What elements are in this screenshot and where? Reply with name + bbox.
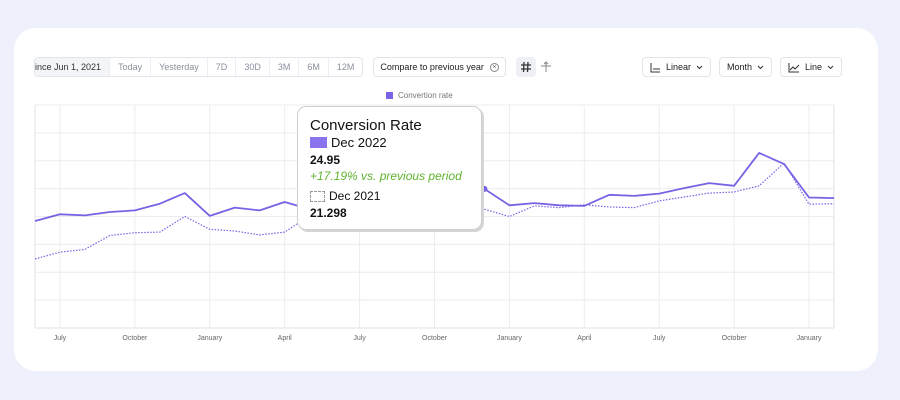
period-7d-button[interactable]: 7D [208,58,237,76]
period-3m-button[interactable]: 3M [270,58,300,76]
series-line-current [34,152,835,222]
crosshair-toggle-button[interactable] [536,57,556,77]
current-series-swatch [310,137,327,148]
x-tick-label: January [197,335,222,342]
tooltip-previous-value: 21.298 [310,206,347,220]
legend-swatch [386,92,393,99]
chevron-down-icon [827,65,834,69]
tooltip-comparison: +17.19% vs. previous period [310,169,462,183]
x-tick-label: October [422,335,448,342]
previous-series-swatch [310,190,325,202]
period-12m-button[interactable]: 12M [336,62,355,72]
tooltip-previous-period: Dec 2021 [329,189,381,203]
period-30d-button[interactable]: 30D [236,58,270,76]
grid-toggle-button[interactable] [515,57,536,77]
chart-type-label: Line [804,62,822,72]
tooltip-current-period: Dec 2022 [331,135,387,150]
x-tick-label: April [577,335,591,342]
chart-type-dropdown[interactable]: Line [779,57,842,77]
x-tick-label: April [278,335,292,342]
legend-label: Convertion rate [398,91,453,100]
clear-compare-icon[interactable]: × [489,62,499,72]
scale-label: Linear [665,62,691,72]
compare-label: Compare to previous year [380,62,484,72]
chart-legend[interactable]: Convertion rate [386,91,453,100]
highlight-point [481,185,488,192]
x-tick-label: January [497,335,522,342]
period-today-button[interactable]: Today [110,58,152,76]
line-chart-icon [788,62,800,72]
x-tick-label: July [54,335,67,342]
compare-button[interactable]: Compare to previous year × [373,57,506,77]
x-tick-label: January [797,335,822,342]
x-tick-label: October [122,335,148,342]
interval-label: Month [726,62,752,72]
interval-dropdown[interactable]: Month [718,57,772,77]
date-range-button[interactable]: ince Jun 1, 2021 [35,58,111,76]
chart-options: Linear Month Line [641,57,842,77]
tooltip-current-row: Dec 2022 [310,135,469,150]
hash-icon [520,61,531,73]
chart-tooltip: Conversion Rate Dec 2022 24.95 +17.19% v… [297,106,482,230]
tooltip-current-value: 24.95 [310,153,341,167]
x-tick-label: July [353,335,366,342]
x-tick-label: July [653,335,666,342]
tooltip-title: Conversion Rate [310,117,422,134]
period-6m-button[interactable]: 6M [299,58,329,76]
crosshair-icon [540,61,551,72]
x-tick-label: October [722,335,748,342]
period-yesterday-button[interactable]: Yesterday [151,58,208,76]
scale-dropdown[interactable]: Linear [641,57,711,77]
tooltip-previous-row: Dec 2021 [310,189,469,203]
chevron-down-icon [696,65,703,69]
series-line-previous [34,162,835,260]
date-toolbar: ince Jun 1, 2021 Today Yesterday 7D 30D … [34,57,556,77]
axis-icon [650,62,660,72]
chevron-down-icon [757,65,764,69]
period-selector: ince Jun 1, 2021 Today Yesterday 7D 30D … [34,57,364,77]
